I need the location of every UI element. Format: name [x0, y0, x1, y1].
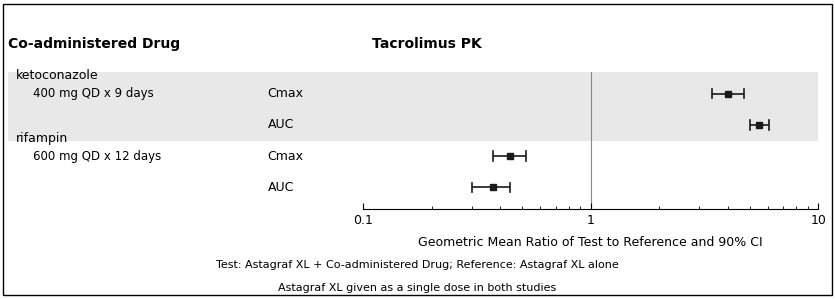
- Text: ketoconazole: ketoconazole: [15, 69, 98, 82]
- Text: 600 mg QD x 12 days: 600 mg QD x 12 days: [33, 150, 161, 163]
- Text: AUC: AUC: [267, 181, 294, 194]
- Text: Tacrolimus PK: Tacrolimus PK: [372, 37, 481, 51]
- Text: Astagraf XL given as a single dose in both studies: Astagraf XL given as a single dose in bo…: [278, 283, 557, 293]
- Text: Test: Astagraf XL + Co-administered Drug; Reference: Astagraf XL alone: Test: Astagraf XL + Co-administered Drug…: [216, 260, 619, 270]
- Text: Geometric Mean Ratio of Test to Reference and 90% CI: Geometric Mean Ratio of Test to Referenc…: [418, 236, 763, 249]
- Text: AUC: AUC: [267, 118, 294, 131]
- Text: Cmax: Cmax: [267, 87, 303, 100]
- Text: rifampin: rifampin: [15, 132, 68, 144]
- Text: Cmax: Cmax: [267, 150, 303, 163]
- Text: Co-administered Drug: Co-administered Drug: [8, 37, 180, 51]
- Bar: [363, 72, 818, 141]
- FancyBboxPatch shape: [8, 72, 363, 141]
- Text: 400 mg QD x 9 days: 400 mg QD x 9 days: [33, 87, 154, 100]
